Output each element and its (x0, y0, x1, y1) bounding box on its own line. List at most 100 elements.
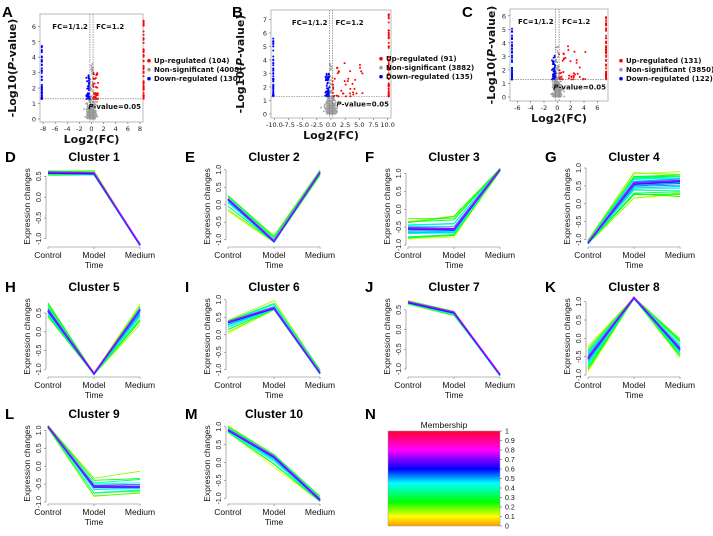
point-up-regulated (354, 78, 357, 81)
point-up-regulated (142, 30, 145, 33)
x-tick-label: Control (34, 507, 62, 517)
cluster-line (47, 425, 141, 479)
point-nonsignificant (90, 84, 93, 87)
y-tick-label: -0.5 (36, 478, 43, 490)
point-up-regulated (605, 34, 607, 37)
point-nonsignificant (89, 88, 92, 90)
point-up-regulated (142, 95, 145, 98)
point-down-regulated (511, 51, 513, 54)
point-up-regulated (95, 74, 98, 77)
panel-letter: N (365, 406, 376, 423)
y-tick-label: 3 (32, 69, 36, 77)
point-up-regulated (387, 65, 390, 68)
point-nonsignificant (324, 103, 326, 106)
x-tick-label: Control (574, 380, 602, 390)
point-nonsignificant (86, 117, 89, 120)
y-tick-label: 0 (263, 110, 267, 118)
cluster-line (47, 171, 141, 246)
point-up-regulated (558, 69, 561, 72)
x-axis-label: Log2(FC) (303, 129, 359, 142)
point-up-regulated (568, 74, 571, 77)
point-up-regulated (605, 24, 607, 27)
colorbar-tick-label: 0.4 (505, 486, 515, 493)
y-tick-label: -0.5 (576, 351, 583, 363)
point-down-regulated (511, 38, 513, 41)
point-down-regulated (87, 74, 90, 77)
fc-high-label: FC=1.2 (335, 19, 363, 27)
y-tick-label: -1.0 (576, 369, 583, 381)
point-up-regulated (387, 14, 390, 17)
point-down-regulated (87, 85, 90, 88)
point-up-regulated (355, 92, 358, 95)
x-tick-label: Medium (305, 380, 335, 390)
x-tick-label: Model (82, 507, 105, 517)
point-down-regulated (511, 69, 513, 72)
point-up-regulated (605, 27, 607, 30)
y-tick-label: 2 (502, 66, 506, 74)
point-down-regulated (40, 96, 43, 99)
y-tick-label: -1.0 (216, 492, 223, 504)
cluster-line (227, 171, 321, 241)
x-tick-label: Medium (125, 380, 155, 390)
point-up-regulated (142, 54, 145, 57)
point-up-regulated (142, 33, 145, 36)
cluster-line (47, 426, 141, 485)
x-tick-label: -6 (52, 125, 58, 133)
point-up-regulated (352, 91, 355, 94)
x-tick-label: Model (262, 507, 285, 517)
point-up-regulated (94, 85, 97, 88)
point-down-regulated (327, 75, 330, 78)
point-down-regulated (511, 59, 513, 62)
cluster-center-line (47, 172, 141, 246)
colorbar-tick-label: 1 (505, 429, 509, 436)
point-nonsignificant (327, 101, 329, 104)
cluster-line (407, 168, 501, 227)
point-up-regulated (572, 72, 575, 75)
x-tick-label: -2 (541, 104, 547, 112)
point-down-regulated (86, 80, 89, 83)
cluster-plot-cluster-7: J Cluster 7 -1.0 -0.5 0.0 0.5 Control Model Medi… (365, 279, 515, 400)
cluster-line (47, 427, 141, 497)
y-tick-label: 0.0 (216, 458, 223, 468)
x-tick-label: 2 (569, 104, 573, 112)
y-tick-label: 6 (32, 23, 36, 31)
y-axis-label: Expression changes (202, 425, 212, 502)
cluster-line (47, 170, 141, 246)
data-points (272, 13, 390, 115)
point-nonsignificant (551, 95, 554, 97)
point-up-regulated (387, 87, 390, 90)
point-nonsignificant (553, 92, 556, 95)
point-nonsignificant (323, 104, 326, 107)
x-tick-label: 0 (555, 104, 559, 112)
point-up-regulated (605, 19, 607, 22)
panel-letter: B (232, 4, 243, 21)
point-down-regulated (40, 63, 43, 66)
point-nonsignificant (556, 46, 559, 48)
cluster-line (587, 187, 681, 244)
panel-letter: M (185, 406, 198, 423)
colorbar-tick-label: 0.1 (505, 514, 515, 521)
point-up-regulated (361, 92, 364, 95)
point-up-regulated (584, 50, 587, 53)
point-nonsignificant (327, 104, 330, 107)
cluster-title: Cluster 8 (608, 280, 660, 294)
cluster-line (227, 302, 321, 371)
point-down-regulated (272, 58, 275, 61)
cluster-line (47, 426, 141, 486)
y-tick-label: 0.0 (36, 461, 43, 471)
point-up-regulated (142, 22, 145, 25)
cluster-line (47, 174, 141, 246)
point-down-regulated (40, 72, 43, 75)
point-down-regulated (272, 49, 275, 52)
x-tick-label: 4 (582, 104, 586, 112)
point-up-regulated (142, 65, 145, 68)
cluster-line (47, 302, 141, 375)
x-tick-label: Model (82, 250, 105, 260)
y-axis-label: Expression changes (202, 298, 212, 375)
point-down-regulated (552, 63, 555, 66)
y-tick-label: 0.0 (576, 199, 583, 209)
point-down-regulated (40, 78, 43, 81)
point-up-regulated (142, 19, 145, 22)
panel-letter: A (2, 4, 13, 21)
point-down-regulated (551, 77, 554, 80)
